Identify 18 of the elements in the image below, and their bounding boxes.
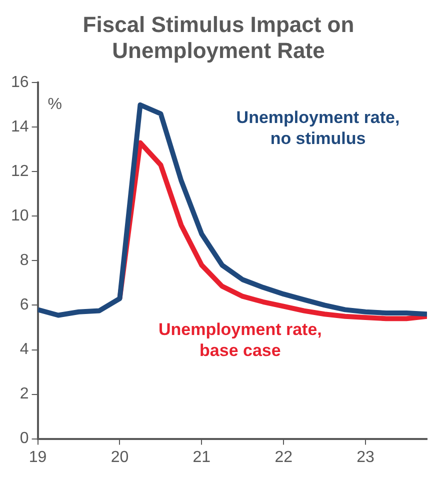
y-axis-title: % (48, 96, 62, 114)
y-tick-label: 12 (11, 163, 29, 180)
x-tick-label: 21 (192, 448, 211, 466)
y-tick-label: 10 (11, 208, 29, 225)
x-tick-label: 22 (274, 448, 293, 466)
y-tick-label: 2 (20, 386, 29, 403)
y-tick-label: 4 (20, 341, 29, 358)
x-tick-label: 19 (28, 448, 47, 466)
text: Unemployment rate, no stimulus (236, 108, 400, 148)
series-label: Unemployment rate, base case (158, 320, 322, 360)
x-tick-label: 23 (356, 448, 375, 466)
y-tick-label: 0 (20, 430, 29, 448)
y-tick-label: 16 (11, 74, 29, 92)
y-tick-label: 8 (20, 252, 29, 270)
chart-title: Fiscal Stimulus Impact on Unemployment Rate (82, 11, 356, 65)
y-tick-label: 6 (20, 296, 29, 314)
x-tick-label: 20 (110, 448, 129, 466)
y-tick-label: 14 (11, 118, 29, 136)
